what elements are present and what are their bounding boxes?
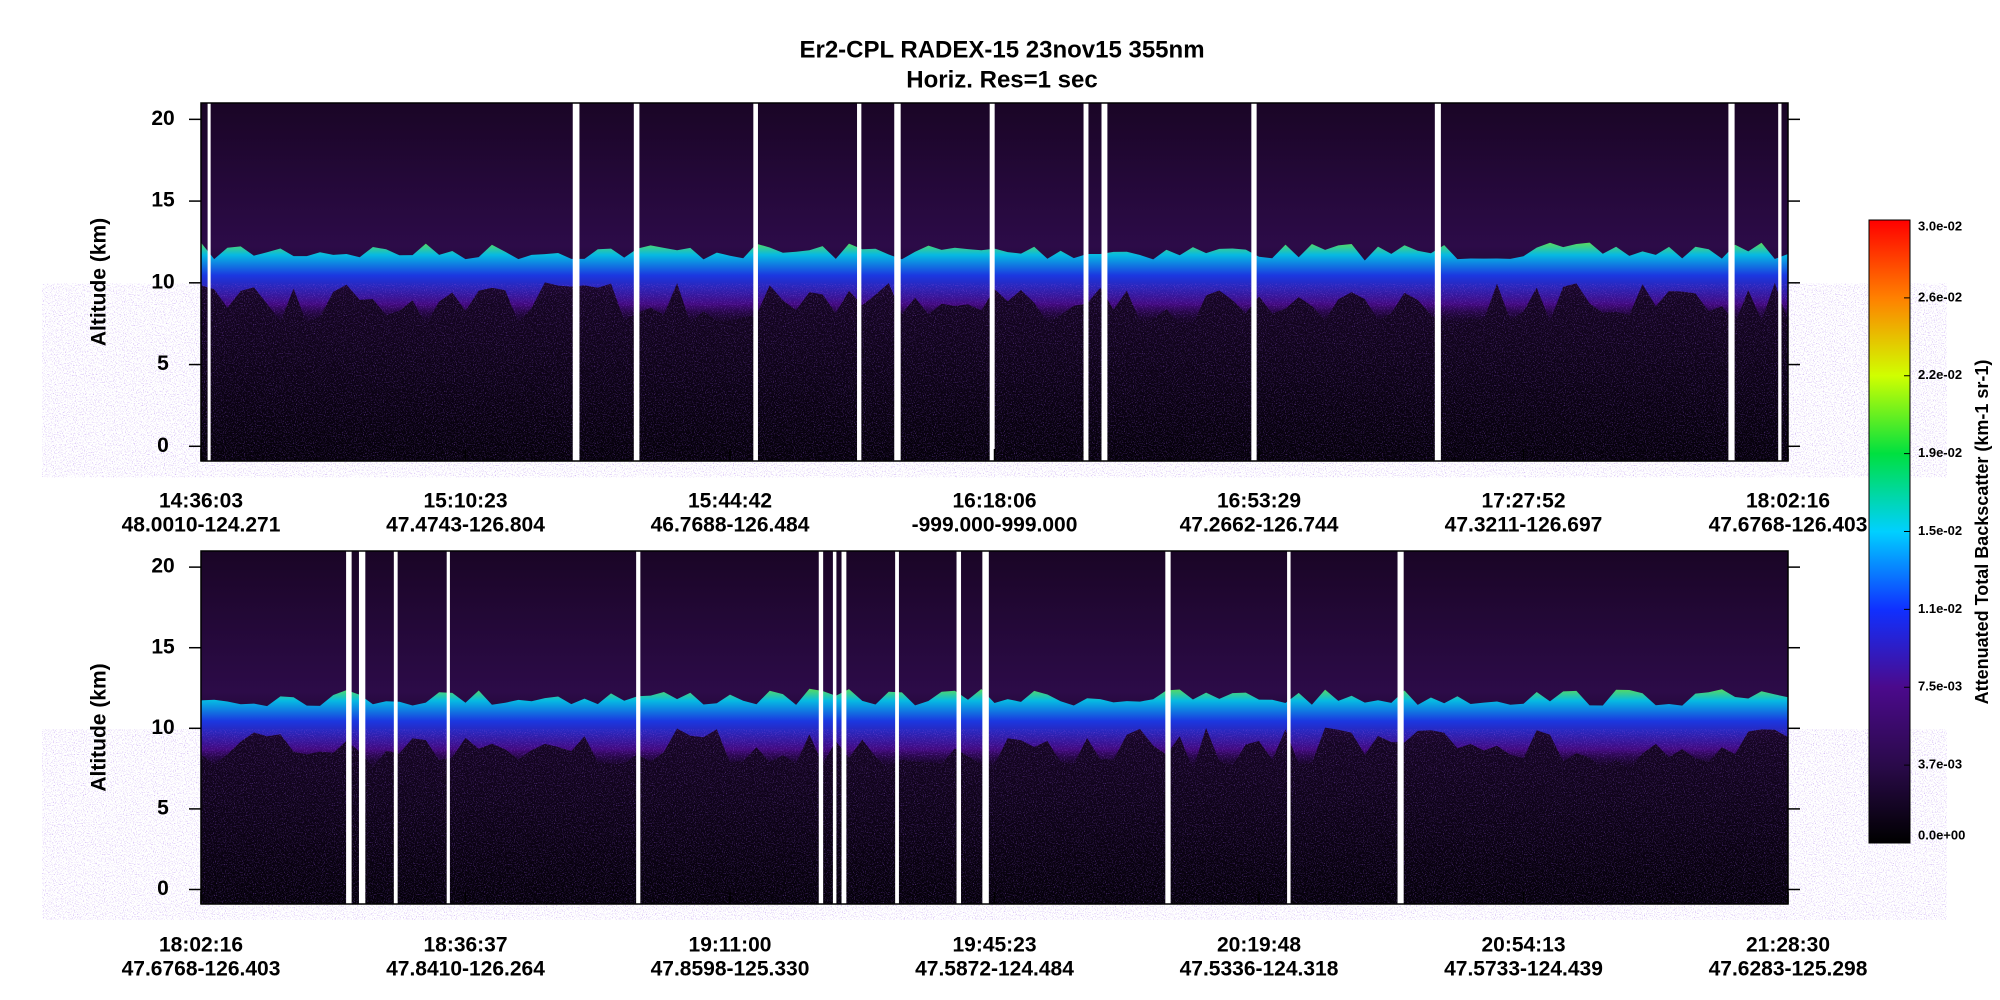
data-gap bbox=[894, 103, 901, 461]
colorbar-tick-label: 1.9e-02 bbox=[1918, 445, 1962, 460]
data-gap bbox=[207, 103, 211, 461]
data-gap bbox=[989, 103, 995, 461]
position-label: 47.8598-125.330 bbox=[651, 958, 810, 981]
time-label: 19:45:23 bbox=[952, 934, 1036, 957]
time-label: 18:02:16 bbox=[1746, 490, 1830, 513]
y-axis-label: Altitude (km) bbox=[88, 663, 111, 791]
y-tick-label: 15 bbox=[151, 189, 175, 212]
data-gap bbox=[895, 551, 899, 904]
position-label: 46.7688-126.484 bbox=[651, 514, 810, 537]
colorbar-label: Attenuated Total Backscatter (km-1 sr-1) bbox=[1972, 360, 1992, 705]
colorbar-tick-label: 3.7e-03 bbox=[1918, 757, 1962, 772]
y-tick-label: 20 bbox=[151, 555, 174, 578]
position-label: -999.000-999.000 bbox=[912, 514, 1078, 537]
data-gap bbox=[1434, 103, 1441, 461]
position-label: 47.6283-125.298 bbox=[1709, 958, 1868, 981]
colorbar bbox=[1868, 219, 1911, 844]
colorbar-tick-label: 3.0e-02 bbox=[1918, 218, 1962, 233]
time-label: 18:02:16 bbox=[159, 934, 243, 957]
colorbar-tick-label: 2.6e-02 bbox=[1918, 289, 1962, 304]
data-gap bbox=[832, 551, 837, 904]
data-gap bbox=[1397, 551, 1404, 904]
data-gap bbox=[1287, 551, 1291, 904]
colorbar-tick-label: 0.0e+00 bbox=[1918, 827, 1965, 842]
y-tick-label: 10 bbox=[151, 270, 174, 293]
time-label: 15:10:23 bbox=[423, 490, 507, 513]
y-tick-label: 0 bbox=[157, 877, 169, 900]
time-label: 15:44:42 bbox=[688, 490, 772, 513]
position-label: 48.0010-124.271 bbox=[122, 514, 281, 537]
data-gap bbox=[982, 551, 989, 904]
data-gap bbox=[841, 551, 847, 904]
y-tick-label: 5 bbox=[157, 352, 169, 375]
time-label: 18:36:37 bbox=[423, 934, 507, 957]
position-label: 47.4743-126.804 bbox=[386, 514, 545, 537]
colorbar-tick-label: 7.5e-03 bbox=[1918, 679, 1962, 694]
y-tick-label: 10 bbox=[151, 716, 174, 739]
data-gap bbox=[956, 551, 962, 904]
data-gap bbox=[1083, 103, 1089, 461]
data-gap bbox=[1728, 103, 1735, 461]
data-gap bbox=[572, 103, 580, 461]
y-tick-label: 0 bbox=[157, 434, 169, 457]
y-tick-label: 15 bbox=[151, 635, 175, 658]
time-label: 14:36:03 bbox=[159, 490, 243, 513]
data-gap bbox=[1101, 103, 1108, 461]
noise-texture bbox=[201, 745, 1788, 904]
data-gap bbox=[393, 551, 398, 904]
colorbar-tick-label: 1.1e-02 bbox=[1918, 601, 1962, 616]
position-label: 47.5336-124.318 bbox=[1180, 958, 1339, 981]
title: Er2-CPL RADEX-15 23nov15 355nm bbox=[799, 36, 1204, 63]
time-label: 20:54:13 bbox=[1481, 934, 1565, 957]
data-gap bbox=[753, 103, 758, 461]
subtitle: Horiz. Res=1 sec bbox=[906, 66, 1097, 93]
time-label: 21:28:30 bbox=[1746, 934, 1830, 957]
data-gap bbox=[346, 551, 352, 904]
position-label: 47.3211-126.697 bbox=[1445, 514, 1603, 537]
position-label: 47.5872-124.484 bbox=[915, 958, 1074, 981]
data-gap bbox=[818, 551, 824, 904]
data-gap bbox=[446, 551, 450, 904]
time-label: 16:53:29 bbox=[1217, 490, 1301, 513]
time-label: 19:11:00 bbox=[689, 934, 772, 957]
colorbar-tick-label: 1.5e-02 bbox=[1918, 523, 1962, 538]
time-label: 16:18:06 bbox=[952, 490, 1036, 513]
data-gap bbox=[1251, 103, 1257, 461]
data-gap bbox=[633, 103, 640, 461]
position-label: 47.5733-124.439 bbox=[1444, 958, 1603, 981]
data-gap bbox=[857, 103, 861, 461]
position-label: 47.8410-126.264 bbox=[386, 958, 545, 981]
position-label: 47.2662-126.744 bbox=[1180, 514, 1339, 537]
data-gap bbox=[636, 551, 641, 904]
position-label: 47.6768-126.403 bbox=[122, 958, 281, 981]
data-gap bbox=[1165, 551, 1171, 904]
y-tick-label: 20 bbox=[151, 107, 174, 130]
data-gap bbox=[1778, 103, 1782, 461]
time-label: 20:19:48 bbox=[1217, 934, 1301, 957]
y-axis-label: Altitude (km) bbox=[88, 218, 111, 346]
colorbar-tick-label: 2.2e-02 bbox=[1918, 367, 1962, 382]
data-gap bbox=[358, 551, 366, 904]
y-tick-label: 5 bbox=[157, 796, 169, 819]
time-label: 17:27:52 bbox=[1481, 490, 1565, 513]
position-label: 47.6768-126.403 bbox=[1709, 514, 1868, 537]
